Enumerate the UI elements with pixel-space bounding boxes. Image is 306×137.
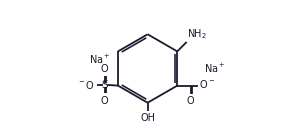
Text: $^-$O: $^-$O [77,79,95,91]
Text: O: O [101,95,108,105]
Text: O$^-$: O$^-$ [199,78,215,90]
Text: Na$^+$: Na$^+$ [89,53,111,66]
Text: O: O [187,96,195,106]
Text: NH$_2$: NH$_2$ [187,28,207,41]
Text: S: S [101,80,108,90]
Text: OH: OH [140,113,155,123]
Text: O: O [101,64,108,74]
Text: Na$^+$: Na$^+$ [204,62,226,75]
